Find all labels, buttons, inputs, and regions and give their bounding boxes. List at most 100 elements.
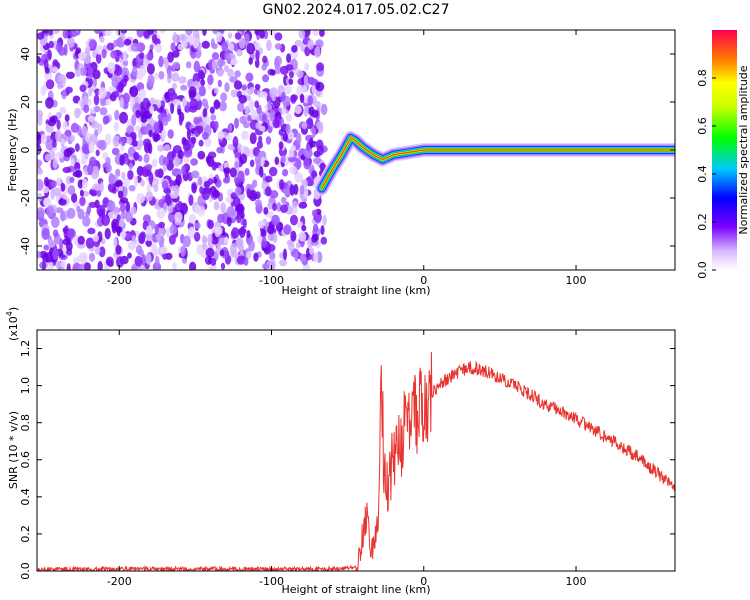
noise-blob: [56, 177, 62, 186]
noise-blob: [254, 199, 262, 208]
noise-blob: [245, 72, 254, 82]
noise-blob: [306, 143, 311, 152]
noise-blob: [167, 88, 176, 96]
noise-blob: [217, 130, 225, 140]
noise-blob: [66, 207, 76, 219]
noise-blob: [52, 187, 62, 197]
noise-blob: [267, 225, 275, 235]
noise-blob: [220, 202, 226, 214]
noise-blob: [216, 146, 224, 154]
noise-blob: [269, 87, 278, 99]
noise-blob: [288, 147, 294, 158]
noise-blob: [90, 189, 98, 197]
noise-blob: [58, 198, 67, 206]
noise-blob: [107, 62, 116, 74]
noise-blob: [37, 55, 41, 64]
noise-blob: [282, 168, 289, 177]
noise-blob: [102, 115, 109, 125]
noise-blob: [136, 192, 145, 204]
noise-blob: [60, 260, 67, 268]
noise-blob: [83, 262, 91, 270]
noise-blob: [279, 259, 287, 267]
noise-blob: [240, 225, 245, 236]
noise-blob: [133, 175, 138, 187]
noise-blob: [73, 234, 80, 246]
noise-blob: [227, 68, 234, 78]
noise-blob: [313, 157, 322, 164]
x-tick-label: 0: [420, 575, 427, 588]
noise-blob: [153, 245, 158, 256]
noise-blob: [164, 92, 170, 99]
y-tick-label: 0.8: [19, 414, 32, 432]
noise-blob: [52, 158, 58, 169]
colorbar-tick-label: 0.8: [696, 69, 709, 87]
noise-blob: [298, 30, 306, 39]
noise-blob: [220, 92, 228, 102]
noise-blob: [123, 38, 132, 46]
noise-blob: [66, 263, 71, 270]
x-tick-label: -100: [259, 274, 284, 287]
noise-blob: [107, 200, 116, 211]
noise-blob: [108, 174, 117, 185]
noise-blob: [267, 100, 272, 111]
noise-blob: [168, 234, 176, 245]
noise-blob: [62, 30, 69, 39]
noise-blob: [122, 178, 130, 188]
noise-blob: [112, 135, 121, 147]
noise-blob: [242, 218, 247, 229]
noise-blob: [114, 109, 120, 121]
noise-blob: [234, 161, 239, 169]
noise-blob: [196, 125, 204, 134]
noise-blob: [257, 220, 265, 229]
noise-blob: [87, 227, 96, 235]
noise-blob: [266, 39, 272, 52]
noise-blob: [306, 247, 310, 258]
noise-blob: [98, 246, 106, 258]
noise-blob: [154, 43, 163, 53]
noise-blob: [247, 88, 254, 95]
noise-blob: [159, 246, 168, 255]
noise-blob: [79, 189, 84, 197]
noise-blob: [87, 115, 95, 123]
noise-blob: [230, 249, 238, 258]
noise-blob: [167, 129, 174, 139]
noise-blob: [261, 63, 268, 71]
noise-blob: [171, 50, 180, 58]
noise-blob: [75, 170, 83, 178]
noise-blob: [309, 247, 315, 255]
noise-blob: [259, 30, 265, 39]
noise-blob: [69, 135, 76, 142]
noise-blob: [283, 224, 292, 235]
noise-blob: [241, 84, 247, 91]
noise-blob: [37, 159, 43, 167]
noise-blob: [64, 129, 72, 137]
noise-blob: [263, 30, 269, 40]
noise-blob: [234, 186, 242, 196]
spectrogram-x-ticks: -200 -100 0 100: [107, 30, 587, 287]
noise-blob: [64, 114, 70, 122]
snr-y-ticks: 0.0 0.2 0.4 0.6 0.8 1.0 1.2: [19, 340, 675, 580]
noise-blob: [44, 153, 52, 162]
noise-blob: [99, 181, 104, 193]
noise-blob: [125, 211, 133, 223]
noise-blob: [105, 256, 114, 267]
noise-blob: [182, 141, 191, 152]
noise-blob: [145, 253, 152, 265]
noise-blob: [246, 251, 252, 259]
noise-blob: [119, 154, 125, 166]
noise-blob: [320, 225, 325, 236]
noise-blob: [261, 113, 267, 123]
noise-blob: [246, 188, 251, 199]
noise-blob: [127, 241, 136, 251]
noise-blob: [85, 237, 95, 249]
noise-blob: [96, 190, 102, 197]
noise-blob: [270, 69, 276, 76]
noise-blob: [131, 114, 137, 126]
colorbar-tick-label: 0.6: [696, 117, 709, 135]
noise-blob: [269, 109, 275, 122]
noise-blob: [301, 121, 308, 130]
noise-blob: [216, 69, 224, 77]
noise-blob: [240, 145, 245, 152]
noise-blob: [148, 172, 154, 184]
